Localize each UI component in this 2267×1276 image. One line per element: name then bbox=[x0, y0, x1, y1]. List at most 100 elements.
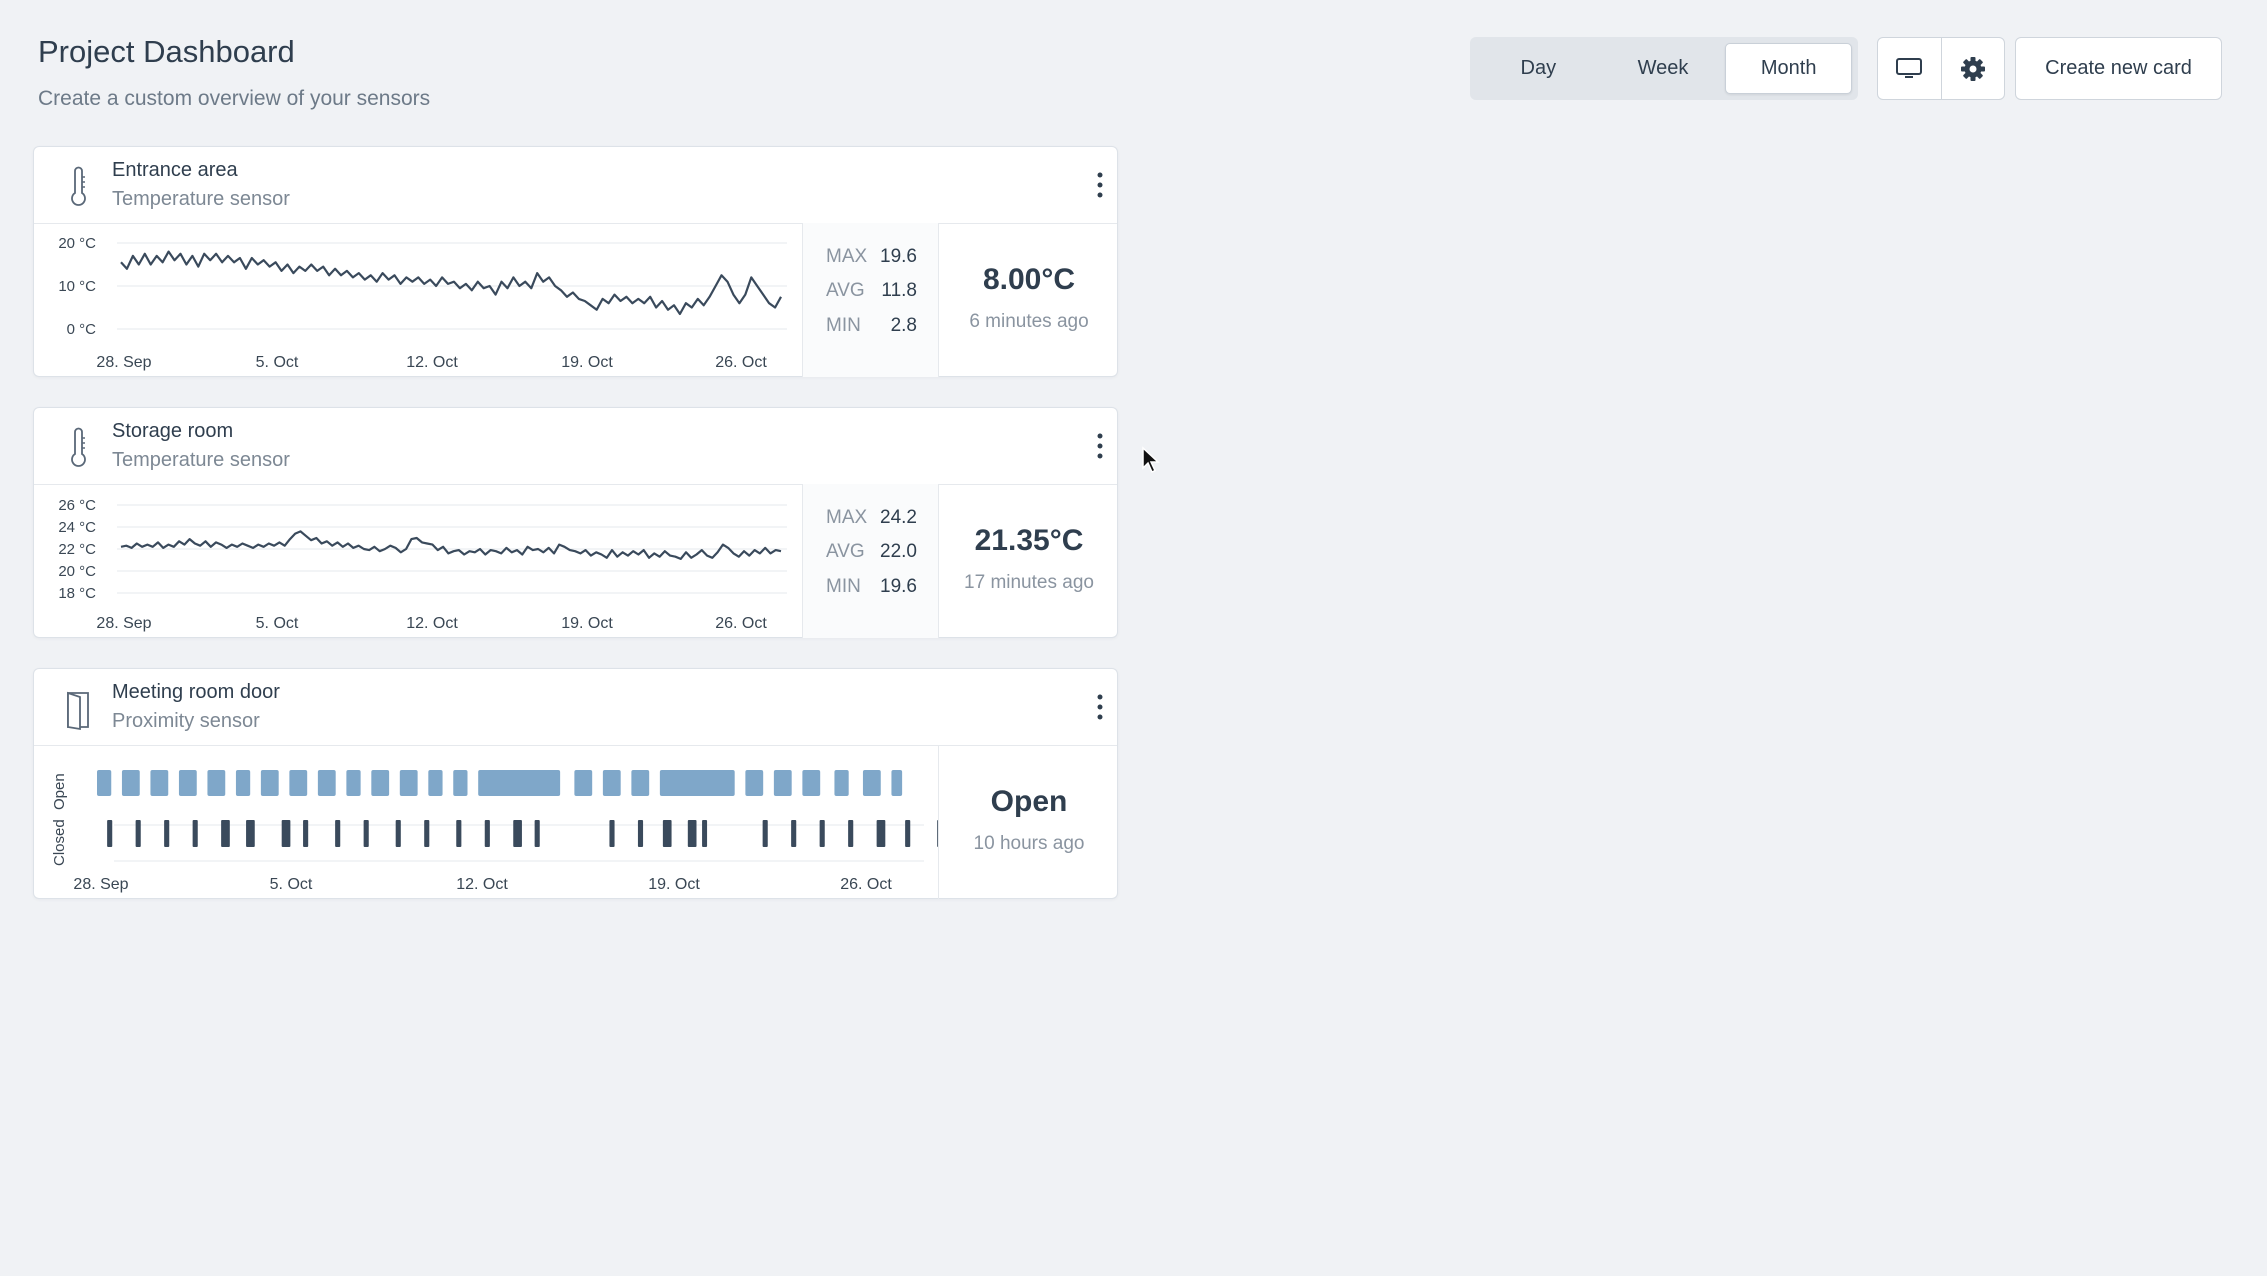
open-state-bar bbox=[260, 770, 279, 796]
closed-state-bar bbox=[762, 820, 768, 847]
open-state-bar bbox=[602, 770, 621, 796]
sensor-card-meeting-door: Meeting room door Proximity sensor Close… bbox=[33, 668, 1118, 899]
closed-state-bar bbox=[848, 820, 854, 847]
closed-state-bar bbox=[876, 820, 886, 847]
closed-state-bar bbox=[363, 820, 369, 847]
more-options-icon[interactable] bbox=[1092, 169, 1108, 201]
time-range-selector: Day Week Month bbox=[1470, 37, 1858, 100]
open-state-bar bbox=[862, 770, 881, 796]
open-state-bar bbox=[802, 770, 821, 796]
open-state-bar bbox=[150, 770, 169, 796]
closed-state-bar bbox=[107, 820, 113, 847]
stat-avg: AVG 11.8 bbox=[803, 280, 939, 310]
more-options-icon[interactable] bbox=[1092, 430, 1108, 462]
card-title: Entrance area bbox=[112, 159, 238, 181]
open-state-bar bbox=[121, 770, 140, 796]
y-tick-label: 0 °C bbox=[67, 321, 97, 338]
open-state-bar bbox=[745, 770, 764, 796]
x-tick-label: 12. Oct bbox=[406, 354, 458, 371]
x-tick-label: 12. Oct bbox=[456, 876, 508, 893]
gear-icon bbox=[1960, 56, 1985, 81]
closed-state-bar bbox=[484, 820, 490, 847]
open-state-bar bbox=[178, 770, 197, 796]
door-state-chart: Closed Open 28. Sep 5. Oct 12. Oct 19. Oct 26.… bbox=[34, 745, 938, 899]
stat-max: MAX 24.2 bbox=[803, 507, 939, 537]
stat-label: MAX bbox=[826, 507, 868, 528]
mouse-cursor-icon bbox=[1142, 446, 1160, 474]
current-value: 8.00°C bbox=[982, 263, 1076, 296]
closed-state-bar bbox=[424, 820, 430, 847]
closed-state-bar bbox=[937, 820, 938, 847]
last-updated: 10 hours ago bbox=[973, 833, 1085, 854]
open-state-bar bbox=[574, 770, 593, 796]
stat-value: 24.2 bbox=[880, 507, 917, 528]
card-subtitle: Proximity sensor bbox=[112, 710, 260, 732]
card-title: Storage room bbox=[112, 420, 234, 442]
closed-state-bar bbox=[513, 820, 522, 847]
open-state-bar bbox=[289, 770, 308, 796]
range-day-button[interactable]: Day bbox=[1520, 57, 1557, 79]
open-state-bar bbox=[453, 770, 468, 796]
open-state-bar bbox=[235, 770, 251, 796]
closed-state-bar bbox=[164, 820, 170, 847]
stat-value: 22.0 bbox=[880, 541, 917, 562]
stat-max: MAX 19.6 bbox=[803, 246, 939, 276]
range-month-button[interactable]: Month bbox=[1725, 43, 1853, 94]
closed-state-bar bbox=[192, 820, 198, 847]
closed-state-bar bbox=[456, 820, 462, 847]
closed-state-bar bbox=[135, 820, 141, 847]
card-header: Entrance area Temperature sensor bbox=[34, 147, 1117, 224]
x-tick-label: 12. Oct bbox=[406, 615, 458, 632]
x-tick-label: 5. Oct bbox=[256, 615, 299, 632]
open-state-bar bbox=[317, 770, 336, 796]
stats-panel: MAX 19.6 AVG 11.8 MIN 2.8 bbox=[802, 223, 939, 377]
x-tick-label: 5. Oct bbox=[270, 876, 313, 893]
display-mode-button[interactable] bbox=[1878, 38, 1941, 99]
settings-button[interactable] bbox=[1940, 38, 2005, 99]
current-reading: 8.00°C 6 minutes ago bbox=[938, 223, 1119, 377]
closed-state-bar bbox=[687, 820, 697, 847]
x-tick-label: 5. Oct bbox=[256, 354, 299, 371]
current-reading: 21.35°C 17 minutes ago bbox=[938, 484, 1119, 638]
open-state-bar bbox=[207, 770, 226, 796]
stat-avg: AVG 22.0 bbox=[803, 541, 939, 571]
x-tick-label: 28. Sep bbox=[96, 615, 151, 632]
create-card-button[interactable]: Create new card bbox=[2015, 37, 2222, 100]
open-state-bar bbox=[478, 770, 561, 796]
x-tick-label: 26. Oct bbox=[840, 876, 892, 893]
closed-state-bar bbox=[281, 820, 291, 847]
current-reading: Open 10 hours ago bbox=[938, 745, 1119, 899]
x-tick-label: 26. Oct bbox=[715, 354, 767, 371]
card-header: Storage room Temperature sensor bbox=[34, 408, 1117, 485]
open-state-bar bbox=[834, 770, 849, 796]
closed-state-bar bbox=[637, 820, 644, 847]
sensor-card-entrance: Entrance area Temperature sensor 20 °C 10… bbox=[33, 146, 1118, 377]
open-state-bar bbox=[428, 770, 443, 796]
stat-min: MIN 19.6 bbox=[803, 576, 939, 606]
closed-state-bar bbox=[905, 820, 911, 847]
y-tick-label: 18 °C bbox=[58, 585, 96, 602]
x-tick-label: 19. Oct bbox=[561, 354, 613, 371]
open-state-bar bbox=[97, 770, 112, 796]
closed-state-bar bbox=[534, 820, 540, 847]
stat-value: 19.6 bbox=[880, 246, 917, 267]
y-tick-label: 22 °C bbox=[58, 541, 96, 558]
open-state-bar bbox=[773, 770, 792, 796]
range-week-button[interactable]: Week bbox=[1637, 57, 1689, 79]
more-options-icon[interactable] bbox=[1092, 691, 1108, 723]
x-tick-label: 19. Oct bbox=[648, 876, 700, 893]
sensor-card-storage: Storage room Temperature sensor 26 °C 24 … bbox=[33, 407, 1118, 638]
temperature-series-line bbox=[120, 530, 782, 560]
open-state-bar bbox=[659, 770, 735, 796]
y-axis-label-closed: Closed bbox=[51, 819, 68, 866]
y-tick-label: 26 °C bbox=[58, 497, 96, 514]
temperature-chart: 26 °C 24 °C 22 °C 20 °C 18 °C 28. Sep 5. Oct 12… bbox=[34, 484, 802, 638]
closed-state-bar bbox=[609, 820, 615, 847]
closed-state-bar bbox=[335, 820, 341, 847]
open-state-bar bbox=[631, 770, 650, 796]
page-title: Project Dashboard bbox=[38, 34, 295, 69]
view-tools bbox=[1877, 37, 2005, 100]
monitor-icon bbox=[1896, 57, 1923, 78]
stat-min: MIN 2.8 bbox=[803, 315, 939, 345]
x-tick-label: 26. Oct bbox=[715, 615, 767, 632]
